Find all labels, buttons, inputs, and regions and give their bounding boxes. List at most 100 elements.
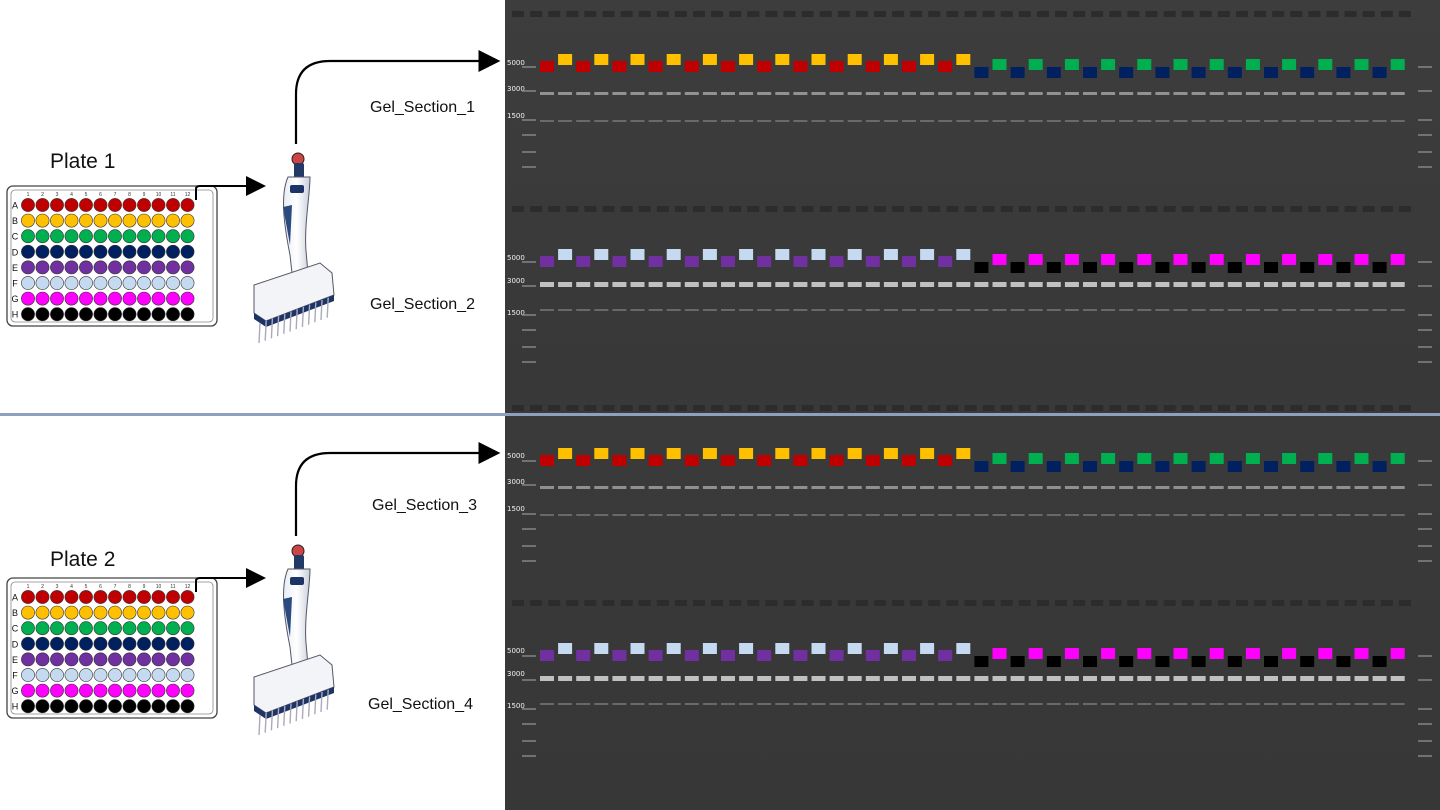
ladder-label-1500: 1500	[507, 112, 525, 120]
dna-band	[829, 486, 844, 489]
dna-band	[1119, 703, 1134, 705]
plate-well	[93, 291, 108, 306]
lane-color-marker	[666, 643, 681, 654]
plate-well	[166, 621, 180, 636]
dna-band	[1282, 120, 1297, 122]
gel-well	[638, 405, 651, 411]
dna-band	[612, 92, 627, 95]
pipette-tip	[258, 714, 261, 736]
dna-band	[775, 486, 790, 489]
dna-band	[1119, 309, 1134, 311]
pipette-tip	[301, 306, 305, 327]
dna-band	[1101, 309, 1116, 311]
dna-band	[702, 514, 717, 516]
plate-well	[151, 213, 166, 228]
lane-color-marker	[684, 61, 699, 72]
dna-band	[558, 92, 573, 95]
dna-band	[1264, 703, 1278, 705]
plate-well	[151, 244, 166, 259]
ladder-band	[522, 460, 536, 462]
plate-well	[93, 590, 108, 604]
gel-well	[638, 11, 651, 17]
dna-band	[938, 514, 953, 516]
dna-band	[666, 703, 681, 705]
plate-well	[122, 229, 137, 244]
lane-color-marker	[1209, 59, 1224, 70]
plate-well	[180, 652, 195, 667]
plate-well	[180, 198, 195, 212]
ladder-band	[522, 285, 536, 287]
multichannel-pipette-icon	[253, 544, 335, 736]
dna-band	[865, 309, 880, 311]
dna-band	[721, 486, 735, 489]
ladder-band	[522, 528, 536, 530]
plate-well	[64, 590, 79, 604]
gel-well	[1000, 405, 1013, 411]
lane-color-marker	[1336, 461, 1351, 472]
gel-well	[656, 206, 669, 212]
plate-column-number: 4	[70, 192, 73, 198]
lane-color-marker	[1318, 254, 1333, 265]
plate-well	[50, 291, 64, 306]
gel-well	[693, 11, 705, 17]
plate-well	[166, 652, 180, 667]
ladder-band	[1418, 708, 1432, 710]
pipette-display	[290, 577, 304, 585]
arrow-icon	[294, 442, 501, 536]
dna-band	[956, 514, 971, 516]
dna-band	[1155, 703, 1170, 705]
dna-band	[1318, 703, 1333, 705]
dna-band	[847, 676, 862, 681]
dna-band	[1390, 92, 1405, 95]
dna-band	[956, 486, 971, 489]
dna-band	[721, 703, 735, 705]
ladder-label-5000: 5000	[507, 452, 525, 460]
plate-column-number: 3	[56, 584, 59, 590]
dna-band	[1137, 120, 1152, 122]
gel-well	[1254, 600, 1267, 606]
plate-well	[137, 636, 151, 651]
dna-band	[1227, 92, 1242, 95]
dna-band	[684, 120, 699, 122]
gel-well	[1055, 405, 1067, 411]
gel-well	[1380, 600, 1393, 606]
dna-band	[974, 282, 989, 287]
plate-well	[151, 605, 166, 620]
lane-color-marker	[1083, 67, 1097, 78]
plate-well	[50, 213, 64, 228]
gel-well	[1145, 405, 1158, 411]
dna-band	[1318, 92, 1333, 95]
gel-well	[747, 11, 760, 17]
dna-band	[576, 120, 591, 122]
ladder-band	[522, 755, 536, 757]
dna-band	[883, 120, 898, 122]
dna-band	[811, 676, 826, 681]
gel-section-label-2: Gel_Section_2	[370, 296, 475, 313]
plate-row-letter: G	[11, 686, 18, 696]
dna-band	[902, 120, 916, 122]
gel-well	[1073, 600, 1086, 606]
plate-inner-frame	[10, 581, 214, 715]
lane-color-marker	[540, 256, 554, 267]
lane-color-marker	[1354, 648, 1369, 659]
dna-band	[1354, 703, 1369, 705]
gel-well	[1163, 206, 1176, 212]
gel-well	[964, 405, 977, 411]
pipette-tip	[295, 309, 298, 330]
lane-color-marker	[883, 448, 898, 459]
plate-well	[64, 621, 79, 636]
lane-color-marker	[847, 249, 862, 260]
plate-well	[122, 699, 137, 714]
dna-band	[1245, 120, 1260, 122]
plate-well	[137, 668, 151, 682]
dna-band	[920, 514, 935, 516]
dna-band	[920, 703, 935, 705]
dna-band	[1064, 120, 1079, 122]
dna-band	[757, 486, 772, 489]
dna-band	[739, 486, 754, 489]
gel-well	[711, 206, 724, 212]
dna-band	[666, 486, 681, 489]
dna-band	[811, 514, 826, 516]
lane-color-marker	[1064, 59, 1079, 70]
dna-band	[1209, 282, 1224, 287]
